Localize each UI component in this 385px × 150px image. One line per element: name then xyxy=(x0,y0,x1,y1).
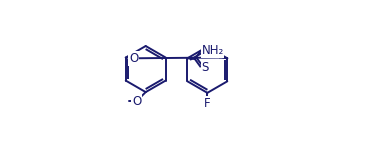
Text: NH₂: NH₂ xyxy=(201,44,224,57)
Text: F: F xyxy=(204,97,211,110)
Text: O: O xyxy=(129,52,139,65)
Text: O: O xyxy=(132,94,141,108)
Text: S: S xyxy=(201,61,209,74)
